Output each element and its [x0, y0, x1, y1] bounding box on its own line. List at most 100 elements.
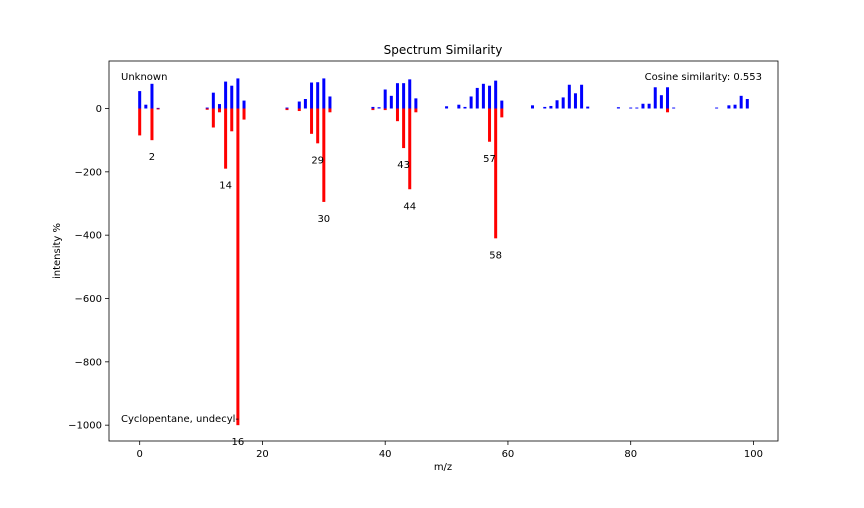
peak-label-30: 30	[317, 214, 330, 225]
reference-bar-11	[205, 108, 209, 110]
x-tick-label-60: 60	[502, 449, 515, 460]
unknown-bar-17	[242, 100, 246, 109]
axes-layer: 0 20 40 60 80 100 0 −200 −400 −600 −800 −1000	[68, 60, 779, 460]
reference-bar-16	[236, 108, 240, 426]
unknown-bar-68	[555, 100, 559, 109]
unknown-bar-14	[224, 81, 228, 109]
y-axis-label: intensity %	[52, 223, 63, 279]
unknown-bar-53	[463, 106, 467, 109]
reference-bar-30	[322, 108, 326, 202]
unknown-bar-2	[150, 83, 154, 109]
unknown-bar-45	[414, 98, 418, 109]
unknown-bar-78	[616, 107, 620, 109]
unknown-bar-13	[217, 104, 221, 109]
unknown-bar-54	[469, 96, 473, 109]
chart-title: Spectrum Similarity	[384, 43, 503, 57]
unknown-bar-97	[733, 104, 737, 109]
x-tick-label-80: 80	[624, 449, 637, 460]
unknown-bar-67	[549, 105, 553, 109]
peak-label-2: 2	[149, 152, 155, 163]
cosine-similarity-label: Cosine similarity: 0.553	[645, 72, 762, 83]
x-tick-label-0: 0	[137, 449, 143, 460]
reference-bar-24	[285, 108, 289, 111]
unknown-bar-66	[543, 106, 547, 109]
x-tick-label-100: 100	[744, 449, 763, 460]
reference-bar-13	[217, 108, 221, 113]
y-tick-label--1000: −1000	[68, 421, 102, 432]
unknown-bar-84	[653, 87, 657, 109]
reference-bar-86	[666, 108, 670, 113]
plot-frame	[108, 60, 779, 442]
peak-label-14: 14	[219, 181, 232, 192]
x-tick-label-20: 20	[256, 449, 269, 460]
reference-bar-29	[316, 108, 320, 144]
unknown-bar-42	[395, 83, 399, 109]
reference-bar-44	[408, 108, 412, 190]
unknown-bar-73	[586, 106, 590, 109]
bars-layer	[138, 78, 749, 426]
unknown-bar-80	[629, 107, 633, 109]
reference-bar-0	[138, 108, 142, 136]
reference-bar-2	[150, 108, 154, 141]
y-tick-label--400: −400	[75, 231, 102, 242]
unknown-bar-96	[727, 105, 731, 109]
unknown-bar-3	[156, 107, 160, 109]
unknown-bar-24	[285, 107, 289, 109]
unknown-bar-71	[573, 93, 577, 109]
unknown-bar-29	[316, 82, 320, 109]
y-tick-label-0: 0	[96, 104, 102, 115]
peak-label-44: 44	[403, 201, 416, 212]
reference-bar-14	[224, 108, 228, 169]
reference-bar-17	[242, 108, 246, 120]
reference-bar-12	[211, 108, 215, 128]
unknown-bar-64	[531, 105, 534, 109]
unknown-bar-81	[635, 107, 639, 109]
unknown-bar-52	[457, 104, 461, 109]
reference-bar-43	[402, 108, 406, 149]
unknown-bar-56	[481, 83, 485, 109]
unknown-bar-1	[144, 104, 148, 109]
peak-label-58: 58	[489, 250, 502, 261]
unknown-bar-83	[647, 103, 651, 109]
reference-bar-42	[395, 108, 399, 122]
reference-bar-28	[310, 108, 314, 134]
unknown-bar-72	[580, 84, 584, 109]
peak-label-43: 43	[397, 160, 410, 171]
reference-bar-45	[414, 108, 418, 113]
y-tick-label--800: −800	[75, 357, 102, 368]
unknown-bar-43	[402, 83, 406, 109]
unknown-bar-39	[377, 107, 381, 109]
unknown-bar-94	[715, 107, 719, 109]
y-tick-label--600: −600	[75, 294, 102, 305]
unknown-bar-98	[739, 95, 743, 109]
x-axis-label: m/z	[434, 462, 452, 473]
unknown-bar-57	[488, 85, 492, 109]
unknown-bar-50	[445, 106, 449, 109]
peak-labels-layer: 2 14 16 29 30 43 44 57 58	[149, 152, 502, 448]
unknown-bar-59	[500, 100, 504, 109]
reference-label: Cyclopentane, undecyl-	[121, 414, 239, 425]
reference-bar-38	[371, 108, 375, 111]
unknown-bar-87	[672, 107, 676, 109]
unknown-bar-31	[328, 96, 332, 109]
unknown-bar-82	[641, 103, 645, 109]
unknown-bar-55	[475, 87, 479, 109]
unknown-bar-40	[383, 89, 387, 109]
unknown-bar-11	[205, 107, 209, 109]
unknown-label: Unknown	[121, 72, 167, 83]
reference-bar-58	[494, 108, 498, 239]
reference-bar-31	[328, 108, 332, 113]
unknown-bar-86	[666, 87, 670, 109]
unknown-bar-58	[494, 80, 498, 109]
unknown-bar-16	[236, 78, 240, 109]
unknown-bar-28	[310, 82, 314, 109]
reference-bar-26	[297, 108, 301, 112]
unknown-bar-44	[408, 79, 412, 109]
unknown-bar-15	[230, 85, 234, 109]
unknown-bar-27	[303, 99, 307, 109]
reference-bar-15	[230, 108, 234, 132]
peak-label-29: 29	[311, 155, 324, 166]
unknown-bar-38	[371, 106, 375, 109]
y-tick-label--200: −200	[75, 167, 102, 178]
